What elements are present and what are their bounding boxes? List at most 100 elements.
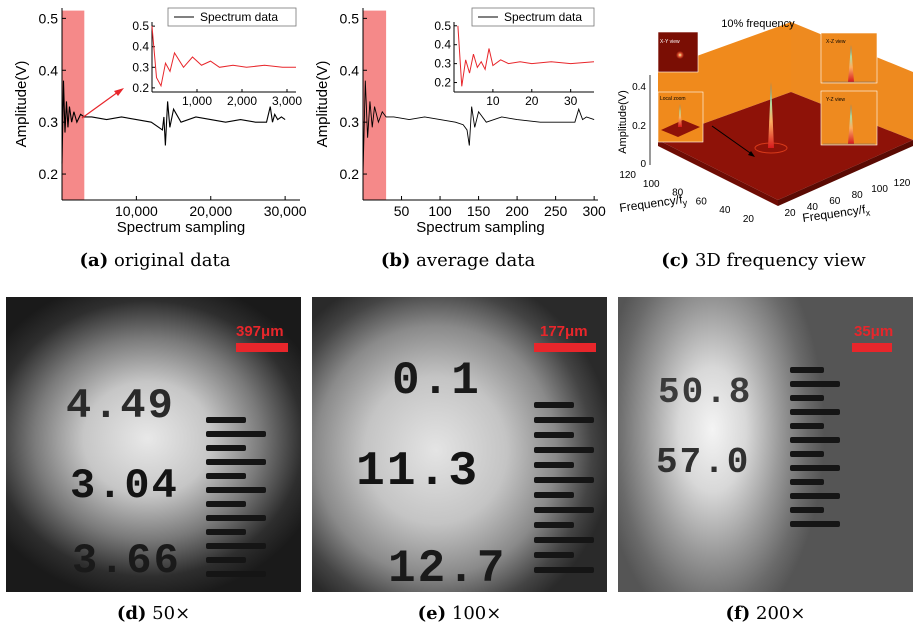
- inset-y-tick-label: 0.4: [132, 40, 149, 54]
- inset-y-tick-label: 0.5: [132, 19, 149, 33]
- caption-d: (d) 50×: [116, 603, 191, 624]
- inset-xy-label: X-Y view: [660, 39, 680, 45]
- caption-a: (a) original data: [79, 250, 231, 271]
- x-tick-label: 30,000: [264, 203, 307, 219]
- scale-bar-label: 177μm: [540, 323, 588, 340]
- inset-background: [152, 22, 296, 92]
- fx-tick-label: 20: [784, 208, 796, 219]
- inset-y-tick-label: 0.3: [132, 60, 149, 74]
- z-axis-label: Amplitude(V): [617, 90, 629, 154]
- fy-tick-label: 60: [696, 196, 708, 207]
- z-tick-label: 0.2: [632, 121, 646, 132]
- y-tick-label: 0.2: [340, 166, 360, 182]
- fy-tick-label: 40: [719, 205, 731, 216]
- caption-f: (f) 200×: [725, 603, 806, 624]
- inset-local-zoom-label: Local zoom: [660, 96, 686, 102]
- chart-c-title: 10% frequency: [721, 18, 795, 30]
- data-line: [61, 80, 286, 164]
- microscope-image-200x: 50.8 57.0 35μm: [618, 297, 913, 592]
- inset-x-tick-label: 20: [525, 94, 539, 108]
- fx-tick-label: 40: [807, 202, 819, 213]
- image-number: 3.66: [72, 537, 181, 585]
- x-axis-label: Spectrum sampling: [416, 219, 544, 236]
- y-tick-label: 0.3: [340, 114, 360, 130]
- inset-x-tick-label: 10: [486, 94, 500, 108]
- x-tick-label: 200: [505, 203, 529, 219]
- inset-y-tick-label: 0.5: [434, 19, 451, 33]
- image-number: 12.7: [388, 543, 507, 592]
- highlight-region: [363, 10, 387, 201]
- fx-tick-label: 60: [829, 196, 841, 207]
- z-tick-label: 0: [640, 159, 646, 170]
- inset-xz-label: X-Z view: [826, 39, 846, 45]
- image-number: 3.04: [70, 462, 179, 510]
- image-number: 57.0: [656, 442, 751, 483]
- fy-tick-label: 100: [643, 179, 660, 190]
- image-number: 4.49: [66, 382, 175, 430]
- inset-data-line: [151, 26, 296, 88]
- fy-tick-label: 80: [672, 188, 684, 199]
- chart-c-3d-view: X-Y view Local zoom X-Z view Y-Z view 10…: [617, 18, 913, 227]
- chart-b: 0.2 0.3 0.4 0.5 50 100 150 200 250 300 Spectrum sa…: [314, 7, 606, 236]
- x-tick-label: 50: [394, 203, 410, 219]
- y-axis-label: Amplitude(V): [13, 61, 30, 148]
- y-tick-label: 0.5: [39, 10, 59, 26]
- inset-x-tick-label: 1,000: [182, 94, 212, 108]
- inset-y-tick-label: 0.4: [434, 38, 451, 52]
- fy-axis-label: Frequency/fy: [618, 192, 688, 217]
- y-tick-label: 0.4: [39, 62, 59, 78]
- scale-bar-label: 397μm: [236, 323, 284, 340]
- microscope-image-100x: 0.1 11.3 12.7 177μm: [312, 297, 607, 592]
- zoom-arrow: [81, 91, 119, 119]
- fx-tick-label: 100: [871, 184, 888, 195]
- microscope-image-50x: 4.49 3.04 3.66 397μm: [6, 297, 301, 592]
- inset-legend: [471, 7, 595, 27]
- image-number: 50.8: [658, 372, 753, 413]
- x-tick-label: 100: [428, 203, 452, 219]
- inset-x-tick-label: 2,000: [227, 94, 257, 108]
- legend-label: Spectrum data: [200, 10, 278, 24]
- scale-bar: [534, 343, 596, 352]
- inset-data-line: [457, 25, 595, 87]
- x-axis-label: Spectrum sampling: [117, 219, 245, 236]
- y-tick-label: 0.2: [39, 166, 59, 182]
- x-tick-label: 20,000: [189, 203, 232, 219]
- y-tick-label: 0.4: [340, 62, 360, 78]
- y-tick-label: 0.5: [340, 10, 360, 26]
- caption-c: (c) 3D frequency view: [661, 250, 866, 271]
- legend-label: Spectrum data: [504, 10, 582, 24]
- fx-tick-label: 80: [852, 190, 864, 201]
- scale-bar: [236, 343, 288, 352]
- fy-tick-label: 20: [743, 214, 755, 225]
- y-axis-label: Amplitude(V): [314, 61, 331, 148]
- scale-ticks: [790, 367, 840, 537]
- image-number: 0.1: [392, 355, 481, 407]
- scale-bar: [852, 343, 892, 352]
- data-line: [362, 80, 595, 175]
- fx-tick-label: 120: [894, 178, 911, 189]
- inset-x-tick-label: 3,000: [272, 94, 302, 108]
- highlight-region: [62, 10, 85, 201]
- caption-e: (e) 100×: [417, 603, 502, 624]
- z-tick-label: 0.4: [632, 82, 646, 93]
- scale-ticks: [206, 417, 266, 587]
- inset-y-tick-label: 0.2: [434, 76, 451, 90]
- y-tick-label: 0.3: [39, 114, 59, 130]
- x-tick-label: 300: [582, 203, 606, 219]
- inset-x-tick-label: 30: [564, 94, 578, 108]
- fy-tick-label: 120: [619, 170, 636, 181]
- inset-legend: [167, 7, 297, 27]
- inset-background: [454, 22, 594, 92]
- caption-b: (b) average data: [380, 250, 536, 271]
- x-tick-label: 250: [544, 203, 568, 219]
- x-tick-label: 10,000: [115, 203, 158, 219]
- chart-a: 0.2 0.3 0.4 0.5 10,000 20,000 30,000 Spectrum s…: [13, 7, 307, 236]
- zoom-arrow-head: [114, 88, 124, 96]
- scale-ticks: [534, 402, 594, 587]
- inset-yz-label: Y-Z view: [826, 97, 845, 103]
- scale-bar-label: 35μm: [854, 323, 894, 340]
- image-number: 11.3: [356, 445, 480, 499]
- inset-y-tick-label: 0.3: [434, 57, 451, 71]
- inset-y-tick-label: 0.2: [132, 81, 149, 95]
- spike-peak: [768, 82, 774, 148]
